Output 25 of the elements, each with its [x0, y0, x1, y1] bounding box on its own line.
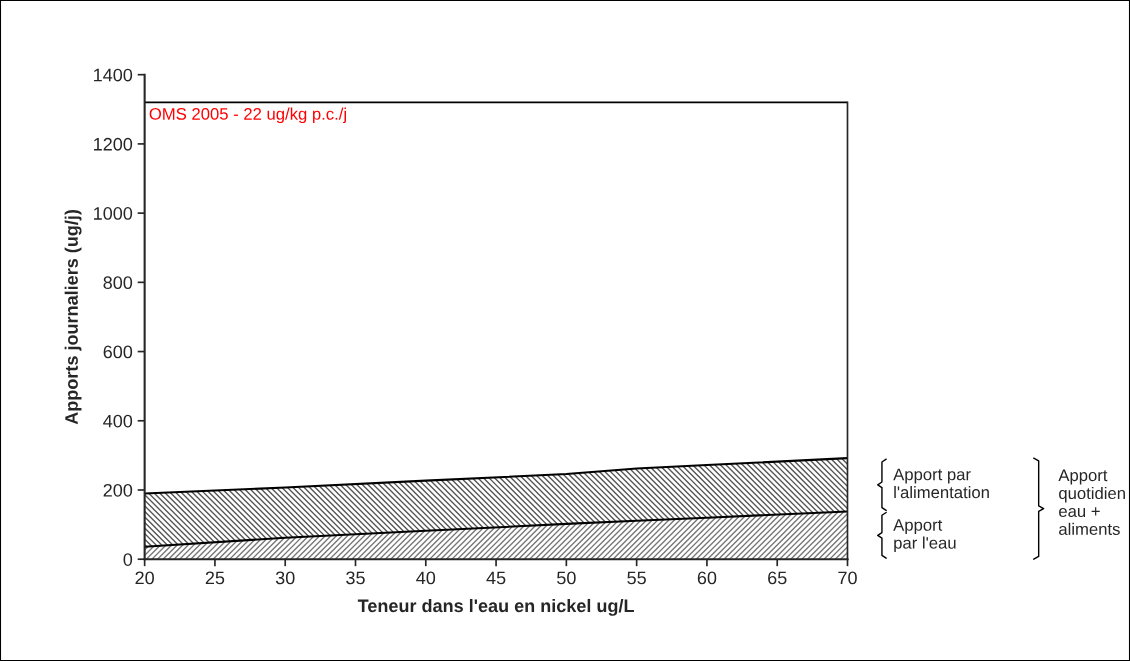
- x-tick-label: 25: [205, 571, 225, 585]
- x-tick-label: 45: [486, 571, 506, 585]
- text: Apport quotidien eau + aliments: [1058, 469, 1125, 536]
- x-tick-label: 70: [838, 571, 857, 585]
- x-tick-label: 30: [275, 571, 295, 585]
- x-tick-label: 55: [627, 571, 646, 585]
- x-axis-title: Teneur dans l'eau en nickel ug/L: [357, 598, 634, 616]
- x-tick-label: 35: [346, 571, 365, 585]
- x-tick-label: 65: [768, 571, 787, 585]
- y-tick-label: 1400: [94, 68, 133, 82]
- ref-line-label: OMS 2005 - 22 ug/kg p.c./j: [149, 107, 346, 124]
- x-tick-label: 60: [697, 571, 717, 585]
- y-tick-label: 400: [103, 414, 133, 428]
- y-tick-label: 1200: [94, 137, 133, 151]
- y-tick-label: 0: [123, 553, 133, 566]
- x-tick-label: 20: [135, 571, 154, 585]
- y-tick-label: 600: [103, 345, 133, 359]
- y-tick-label: 1000: [94, 207, 133, 220]
- text: Apport par l'alimentation: [893, 468, 989, 499]
- y-tick-label: 800: [103, 276, 133, 290]
- text: Apport par l'eau: [893, 519, 956, 553]
- x-tick-label: 40: [416, 571, 436, 585]
- y-axis-title: Apports journaliers (ug/j): [64, 210, 82, 425]
- x-tick-label: 50: [557, 571, 576, 585]
- y-tick-label: 200: [103, 483, 133, 497]
